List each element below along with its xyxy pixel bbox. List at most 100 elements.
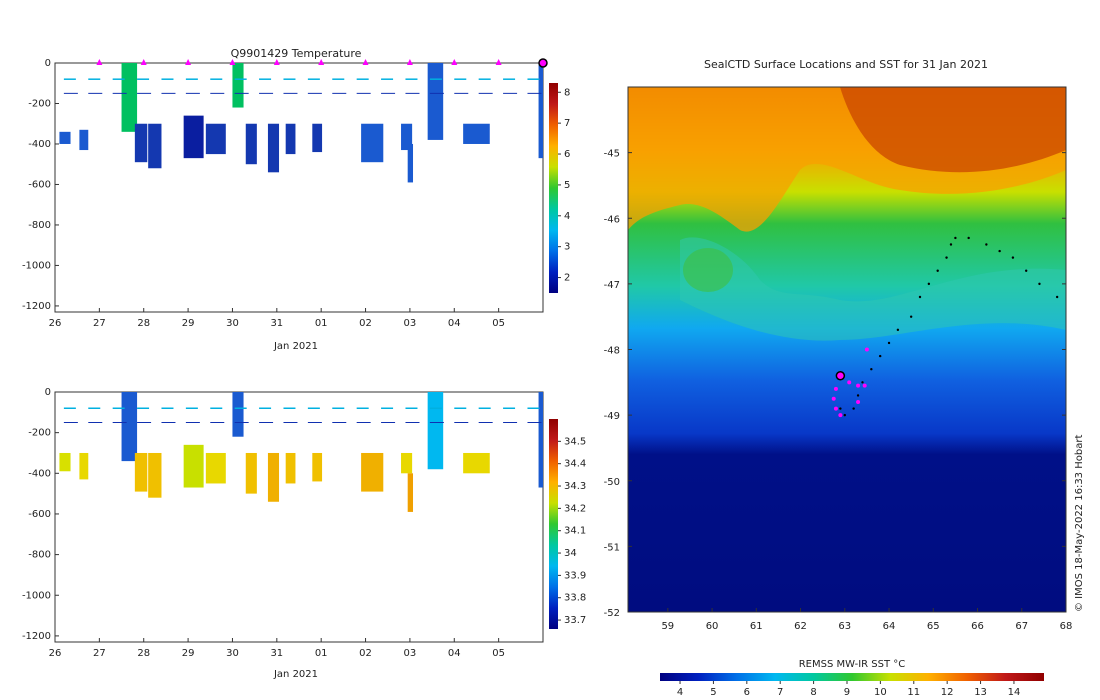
track-point [1024,269,1028,272]
track-point [936,269,939,272]
y-tick-label: -1200 [22,631,51,642]
colorbar-ticks: 33.7 33.8 33.9 34 34.1 34.2 34.3 34.4 34.5 [558,436,586,626]
map-title: SealCTD Surface Locations and SST for 31… [704,58,988,71]
y-tick-label: -800 [28,550,51,561]
profile-bar [205,123,226,155]
latitude-axis: -45 -46 -47 -48 -49 -50 -51 -52 [604,149,1066,619]
profile-bar [148,452,162,498]
y-tick-label: -600 [28,509,51,520]
colorbar-tick-label: 11 [907,687,920,698]
plot-frame [54,391,544,643]
surface-marker [406,59,413,65]
profile-bar [267,123,280,173]
lat-tick-label: -47 [604,280,620,291]
profile-bar [463,452,490,474]
colorbar [549,83,558,293]
colorbar-tick-label: 33.7 [564,615,586,626]
x-tick-label: 03 [404,648,417,659]
profile-bar [245,123,257,165]
colorbar-tick-label: 14 [1008,687,1021,698]
x-tick-label: 05 [492,648,505,659]
colorbar-tick-label: 8 [564,87,570,98]
lon-tick-label: 63 [838,621,851,632]
colorbar-tick-label: 34 [564,548,577,559]
x-axis-label: Jan 2021 [273,669,318,680]
surface-marker [362,59,369,65]
colorbar-ticks: 2 3 4 5 6 7 8 [558,87,570,284]
lon-tick-label: 68 [1060,621,1073,632]
colorbar-tick-label: 6 [744,687,750,698]
track-point [878,354,882,358]
surface-marker [451,59,458,65]
profile-bar [407,143,414,183]
sst-field [628,87,1066,612]
profile-marks [59,392,543,512]
profile-bar [285,452,296,484]
profile-bar [267,452,280,502]
track-point-recent [856,383,861,388]
colorbar-tick-label: 13 [974,687,987,698]
surface-marker [318,59,325,65]
colorbar-tick-label: 6 [564,149,570,160]
track-point-recent [862,383,867,388]
profile-bar [312,123,323,153]
lon-tick-label: 61 [750,621,763,632]
profile-bar [134,452,148,492]
track-point [856,394,860,397]
track-point [909,315,913,318]
x-tick-label: 28 [137,648,150,659]
lon-tick-label: 65 [927,621,940,632]
colorbar-tick-label: 34.5 [564,436,586,447]
x-tick-label: 31 [270,648,283,659]
track-points [831,236,1059,418]
profile-bar [79,452,89,480]
y-axis: 0 -200 -400 -600 -800 -1000 -1200 [22,58,59,312]
profile-bar [401,123,413,151]
profile-bar [538,63,543,159]
colorbar-tick-label: 10 [874,687,887,698]
lat-tick-label: -46 [604,214,620,225]
y-tick-label: -200 [28,428,51,439]
y-tick-label: -1000 [22,590,51,601]
y-tick-label: 0 [45,387,51,398]
x-tick-label: 28 [137,318,150,329]
x-tick-label: 02 [359,318,372,329]
x-axis-label: Jan 2021 [273,341,318,352]
y-tick-label: -400 [28,139,51,150]
track-point [918,295,922,299]
profile-bar [245,452,257,494]
track-point [1055,295,1059,299]
y-tick-label: -1200 [22,301,51,312]
colorbar-tick-label: 7 [564,118,570,129]
profile-bar [538,392,543,488]
colorbar-label: REMSS MW-IR SST °C [799,659,906,670]
surface-marker [229,59,236,65]
colorbar-tick-label: 12 [941,687,954,698]
track-point [967,236,970,240]
track-point [954,236,957,240]
y-tick-label: -200 [28,98,51,109]
profile-bar [183,444,204,488]
colorbar-tick-label: 34.3 [564,481,586,492]
track-point [945,256,948,259]
track-point [998,249,1001,253]
current-position-marker [835,371,846,381]
profile-bar [232,63,244,108]
colorbar-tick-label: 33.9 [564,570,586,581]
track-point [887,341,891,345]
lat-tick-label: -52 [604,608,620,619]
track-point-recent [847,380,852,385]
profile-bar [183,115,204,159]
track-point [1011,256,1015,259]
profile-bar [285,123,296,155]
profile-bar [205,452,226,484]
current-position-marker [538,58,548,68]
colorbar-tick-label: 4 [564,211,570,222]
colorbar-ticks: 4 5 6 7 8 9 10 11 12 13 14 [677,681,1020,698]
profile-bar [427,63,444,140]
salinity-section-chart: 26 27 28 29 30 31 01 02 03 04 05 0 -200 -400 -600 -800… [22,387,586,680]
track-point [985,243,988,246]
lon-tick-label: 60 [706,621,719,632]
profile-bar [232,392,244,437]
profile-bar [79,129,89,151]
